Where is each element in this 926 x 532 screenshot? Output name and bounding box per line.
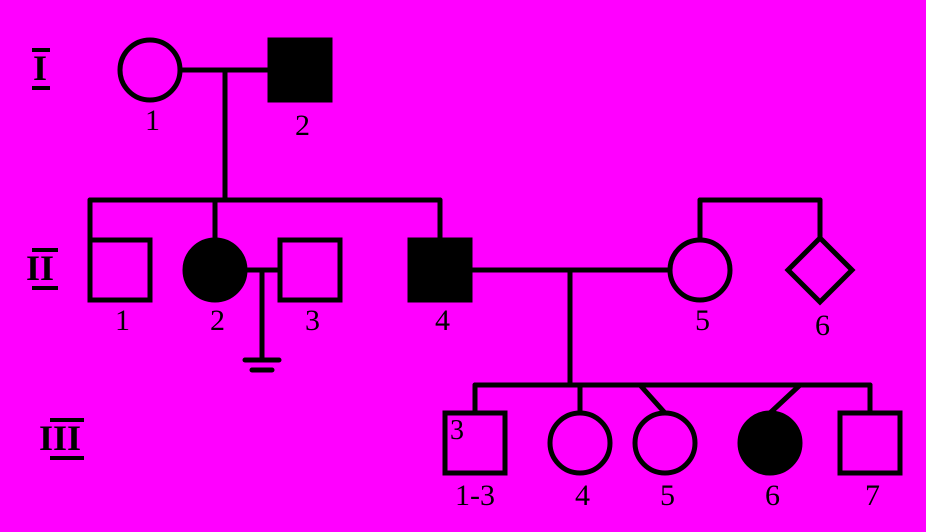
person-II1-label: 1	[115, 304, 130, 337]
person-I2-square	[270, 40, 330, 100]
person-I1-label: 1	[145, 104, 160, 137]
pedigree-chart: IIIIII1212345631-34567	[0, 0, 926, 532]
person-III5-label: 5	[660, 479, 675, 512]
person-II4-label: 4	[435, 304, 450, 337]
person-II3-label: 3	[305, 304, 320, 337]
person-III6-label: 6	[765, 479, 780, 512]
person-III1-label: 1-3	[455, 479, 495, 512]
person-III7-label: 7	[865, 479, 880, 512]
person-II6-label: 6	[815, 309, 830, 342]
person-III1-inner-label: 3	[450, 415, 464, 446]
person-III4-label: 4	[575, 479, 590, 512]
generation-label-III: III	[39, 418, 81, 458]
person-II2-circle	[185, 240, 245, 300]
generation-label-I: I	[33, 48, 47, 88]
person-II2-label: 2	[210, 304, 225, 337]
person-II4-square	[410, 240, 470, 300]
person-II5-label: 5	[695, 304, 710, 337]
generation-label-II: II	[26, 248, 54, 288]
person-I2-label: 2	[295, 109, 310, 142]
person-III6-circle	[740, 413, 800, 473]
